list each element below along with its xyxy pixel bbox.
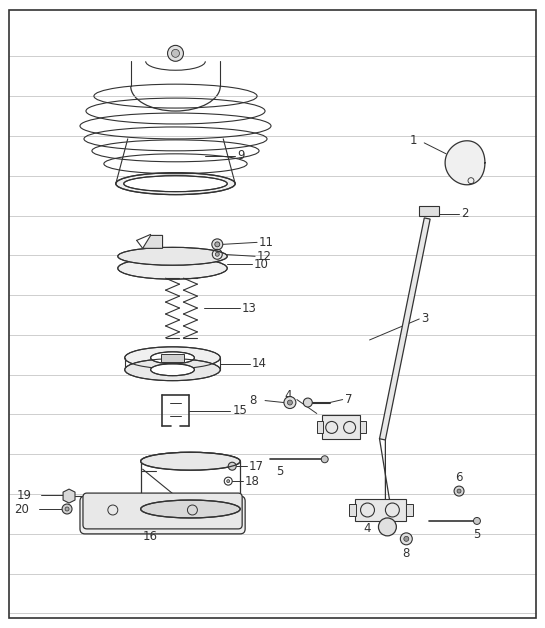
Circle shape [227, 480, 230, 483]
Ellipse shape [141, 452, 240, 470]
Circle shape [212, 239, 223, 250]
Text: 16: 16 [143, 531, 158, 543]
Circle shape [321, 456, 328, 463]
Circle shape [401, 533, 412, 545]
Circle shape [65, 507, 69, 511]
Circle shape [454, 486, 464, 496]
Circle shape [167, 45, 184, 62]
Text: 2: 2 [461, 207, 469, 220]
Text: 8: 8 [250, 394, 257, 407]
Circle shape [404, 536, 409, 541]
Circle shape [228, 462, 236, 470]
Circle shape [457, 489, 461, 493]
Text: 12: 12 [257, 250, 272, 263]
Circle shape [474, 517, 481, 524]
Text: 20: 20 [14, 502, 29, 516]
Ellipse shape [141, 500, 240, 518]
FancyBboxPatch shape [83, 493, 242, 529]
Bar [349, 504, 355, 516]
Bar [385, 518, 389, 524]
Bar [360, 421, 366, 433]
Text: 19: 19 [16, 489, 31, 502]
Ellipse shape [118, 257, 227, 279]
Ellipse shape [118, 247, 227, 265]
Ellipse shape [150, 364, 195, 376]
Text: 4: 4 [284, 389, 292, 402]
Polygon shape [143, 236, 162, 248]
Circle shape [172, 50, 179, 57]
Text: 9: 9 [237, 149, 245, 162]
Text: 3: 3 [421, 313, 428, 325]
Text: 13: 13 [242, 301, 257, 315]
Bar [355, 499, 407, 521]
Bar [161, 354, 184, 362]
Circle shape [215, 252, 219, 256]
Circle shape [287, 400, 293, 405]
Polygon shape [379, 218, 430, 440]
Text: 17: 17 [249, 460, 264, 473]
Circle shape [62, 504, 72, 514]
Ellipse shape [125, 347, 220, 369]
Text: 4: 4 [364, 522, 371, 536]
Polygon shape [445, 141, 485, 185]
Bar [317, 421, 323, 433]
Text: 6: 6 [455, 470, 463, 484]
Polygon shape [63, 489, 75, 503]
Circle shape [284, 396, 296, 409]
Text: 18: 18 [245, 475, 260, 488]
Ellipse shape [125, 359, 220, 381]
Circle shape [215, 242, 220, 247]
Text: 1: 1 [409, 134, 417, 148]
Text: 15: 15 [232, 404, 247, 417]
Polygon shape [379, 218, 430, 440]
Text: 7: 7 [344, 393, 352, 406]
Ellipse shape [150, 352, 195, 364]
Text: 14: 14 [252, 357, 267, 371]
Bar [407, 504, 413, 516]
FancyBboxPatch shape [80, 496, 245, 534]
Text: 5: 5 [473, 528, 481, 541]
Circle shape [378, 518, 396, 536]
Circle shape [304, 398, 312, 407]
Bar [419, 205, 439, 217]
Ellipse shape [116, 173, 235, 195]
Text: 8: 8 [403, 547, 410, 560]
Text: 5: 5 [276, 465, 283, 478]
Text: 11: 11 [259, 236, 274, 249]
Text: 10: 10 [254, 257, 269, 271]
Bar [322, 416, 360, 440]
Ellipse shape [124, 176, 227, 192]
